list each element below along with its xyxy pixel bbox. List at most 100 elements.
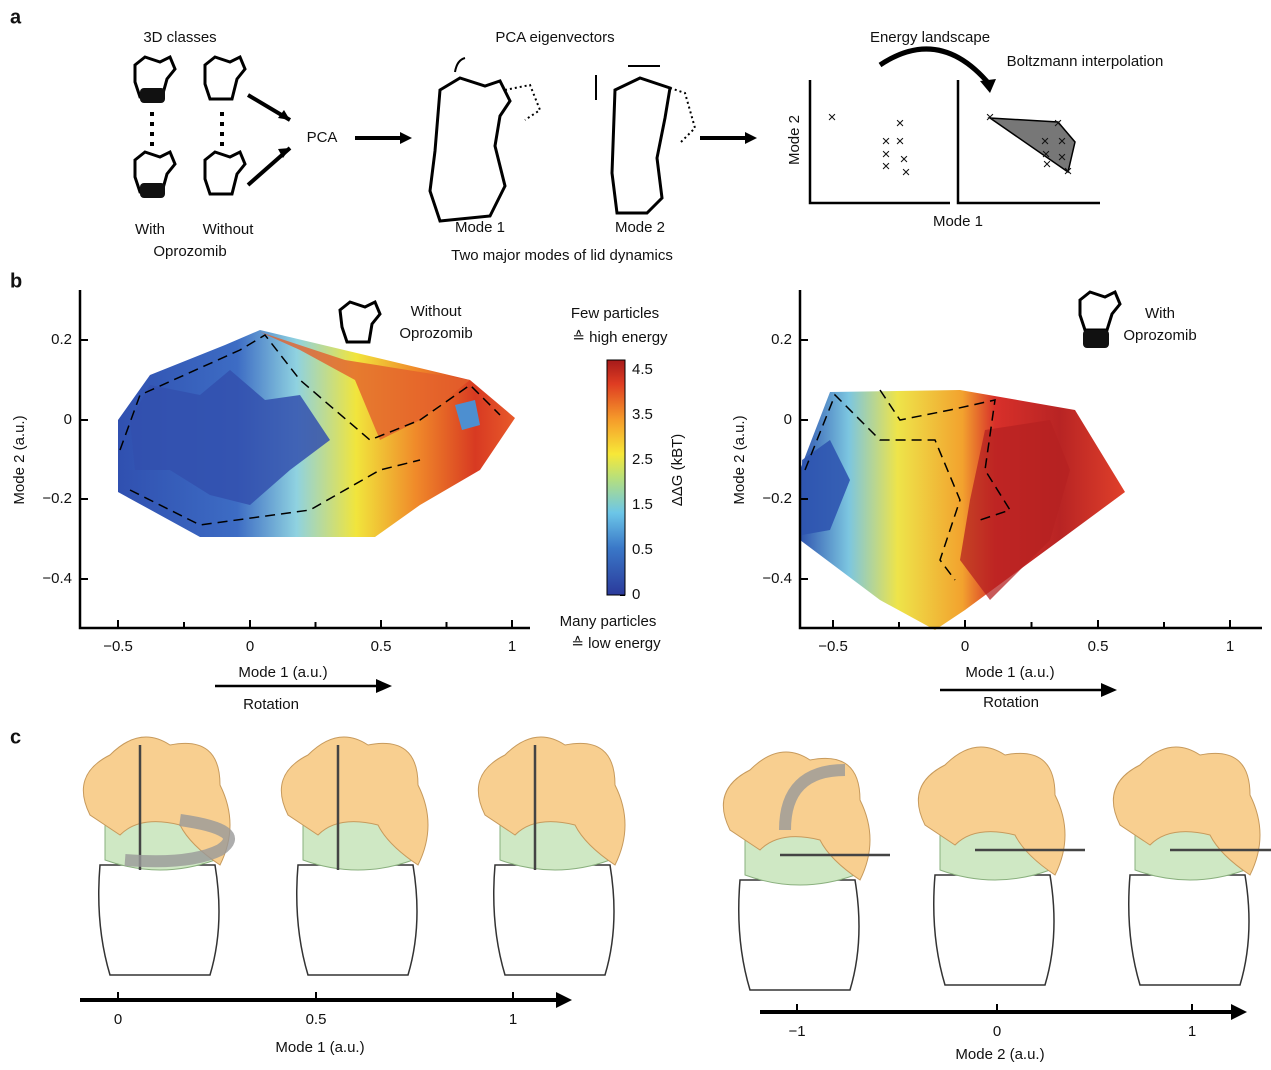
y-tick-label: 0.2 [51,331,72,348]
label: Boltzmann interpolation [1007,53,1164,70]
y-tick-label: −0.4 [762,570,792,587]
shape [980,79,996,93]
base-body [934,875,1054,985]
legend-text: With [1145,305,1175,322]
marker: × [1043,156,1052,173]
y-tick-label: −0.2 [42,490,72,507]
mode-axis [80,1000,1235,1012]
colorbar-tick-label: 0.5 [632,541,653,558]
marker: × [882,158,891,175]
tick-label: 0.5 [306,1011,327,1028]
y-tick-label: 0.2 [771,331,792,348]
y-tick-label: 0 [784,411,792,428]
shape [205,152,245,194]
tick-label: −1 [788,1023,805,1040]
label: Without [203,221,255,238]
y-tick-label: −0.4 [42,570,72,587]
x-tick-label: 0 [961,638,969,655]
tick-label: 1 [509,1011,517,1028]
axis-label: Mode 2 (a.u.) [955,1046,1044,1063]
marker: × [986,109,995,126]
marker: × [896,133,905,150]
shape [278,110,757,158]
marker: × [1064,163,1073,180]
panel-b: b 0.2 0 −0.2 −0.4 −0.5 0 0.5 1 Mode 2 (a.u.) Mode… [10,270,1262,713]
x-label: Mode 1 (a.u.) [965,664,1054,681]
label: Energy landscape [870,29,990,46]
shape [430,78,510,221]
colorbar-tick-label: 3.5 [632,406,653,423]
shape [880,49,990,85]
heatmap-left [118,330,515,537]
legend-text: Oprozomib [1123,327,1196,344]
base-body [1129,875,1249,985]
x-tick-label: −0.5 [103,638,133,655]
colorbar-note: Many particles [560,613,657,630]
figure: a 3D classes With Without Oprozomib PCA … [0,0,1271,1065]
colorbar [607,360,625,595]
tick-label: 0 [114,1011,122,1028]
label: Mode 1 [455,219,505,236]
arrow-label: Rotation [983,694,1039,711]
colorbar-tick-label: 4.5 [632,361,653,378]
marker: × [1054,115,1063,132]
x-tick-label: −0.5 [818,638,848,655]
arrowhead [556,992,1247,1020]
proteasome-renders [83,737,1271,990]
panel-label: a [10,6,22,28]
axis-label: Mode 1 [933,213,983,230]
base-body [297,865,417,975]
y-label: Mode 2 (a.u.) [731,415,748,504]
shape [800,390,1125,630]
panel-a: a 3D classes With Without Oprozomib PCA … [10,6,1163,264]
legend-text: Oprozomib [399,325,472,342]
y-tick-label: −0.2 [762,490,792,507]
shape [1083,330,1109,348]
colorbar-tick-label: 1.5 [632,496,653,513]
x-tick-label: 1 [1226,638,1234,655]
base-body [494,865,614,975]
heatmap-right [800,390,1125,630]
axis-label: Mode 1 (a.u.) [275,1039,364,1056]
base-body [99,865,219,975]
energy-sketch: × ××× ×××× ×××× ×××× [810,49,1100,203]
base-body [739,880,859,990]
label: Mode 2 [615,219,665,236]
panel-label: b [10,270,22,292]
rotation-arrows [215,679,1117,697]
x-tick-label: 0 [246,638,254,655]
label: 3D classes [143,29,216,46]
shape [140,88,165,103]
colorbar-note: ≙ high energy [572,329,668,346]
shape [455,58,465,72]
shape [340,302,380,342]
label: PCA [307,129,338,146]
marker: × [896,115,905,132]
shape [612,78,670,213]
shape [670,88,695,143]
marker: × [1058,133,1067,150]
marker: × [902,164,911,181]
x-tick-label: 0.5 [371,638,392,655]
y-label: Mode 2 (a.u.) [11,415,28,504]
colorbar-tick-label: 2.5 [632,451,653,468]
colorbar-tick-label: 0 [632,586,640,603]
mode-shapes [430,58,695,221]
shape [1080,292,1120,330]
colorbar-note: ≙ low energy [571,635,661,652]
x-tick-label: 0.5 [1088,638,1109,655]
label: Oprozomib [153,243,226,260]
shape [205,57,245,99]
label: Two major modes of lid dynamics [451,247,673,264]
panel-label: c [10,726,21,748]
x-tick-label: 1 [508,638,516,655]
colorbar-title: ΔΔG (kBT) [669,434,686,507]
axis-label: Mode 2 [786,115,803,165]
arrow-label: Rotation [243,696,299,713]
shape [215,686,1105,690]
y-tick-label: 0 [64,411,72,428]
tick-label: 0 [993,1023,1001,1040]
cross: × [828,109,837,126]
